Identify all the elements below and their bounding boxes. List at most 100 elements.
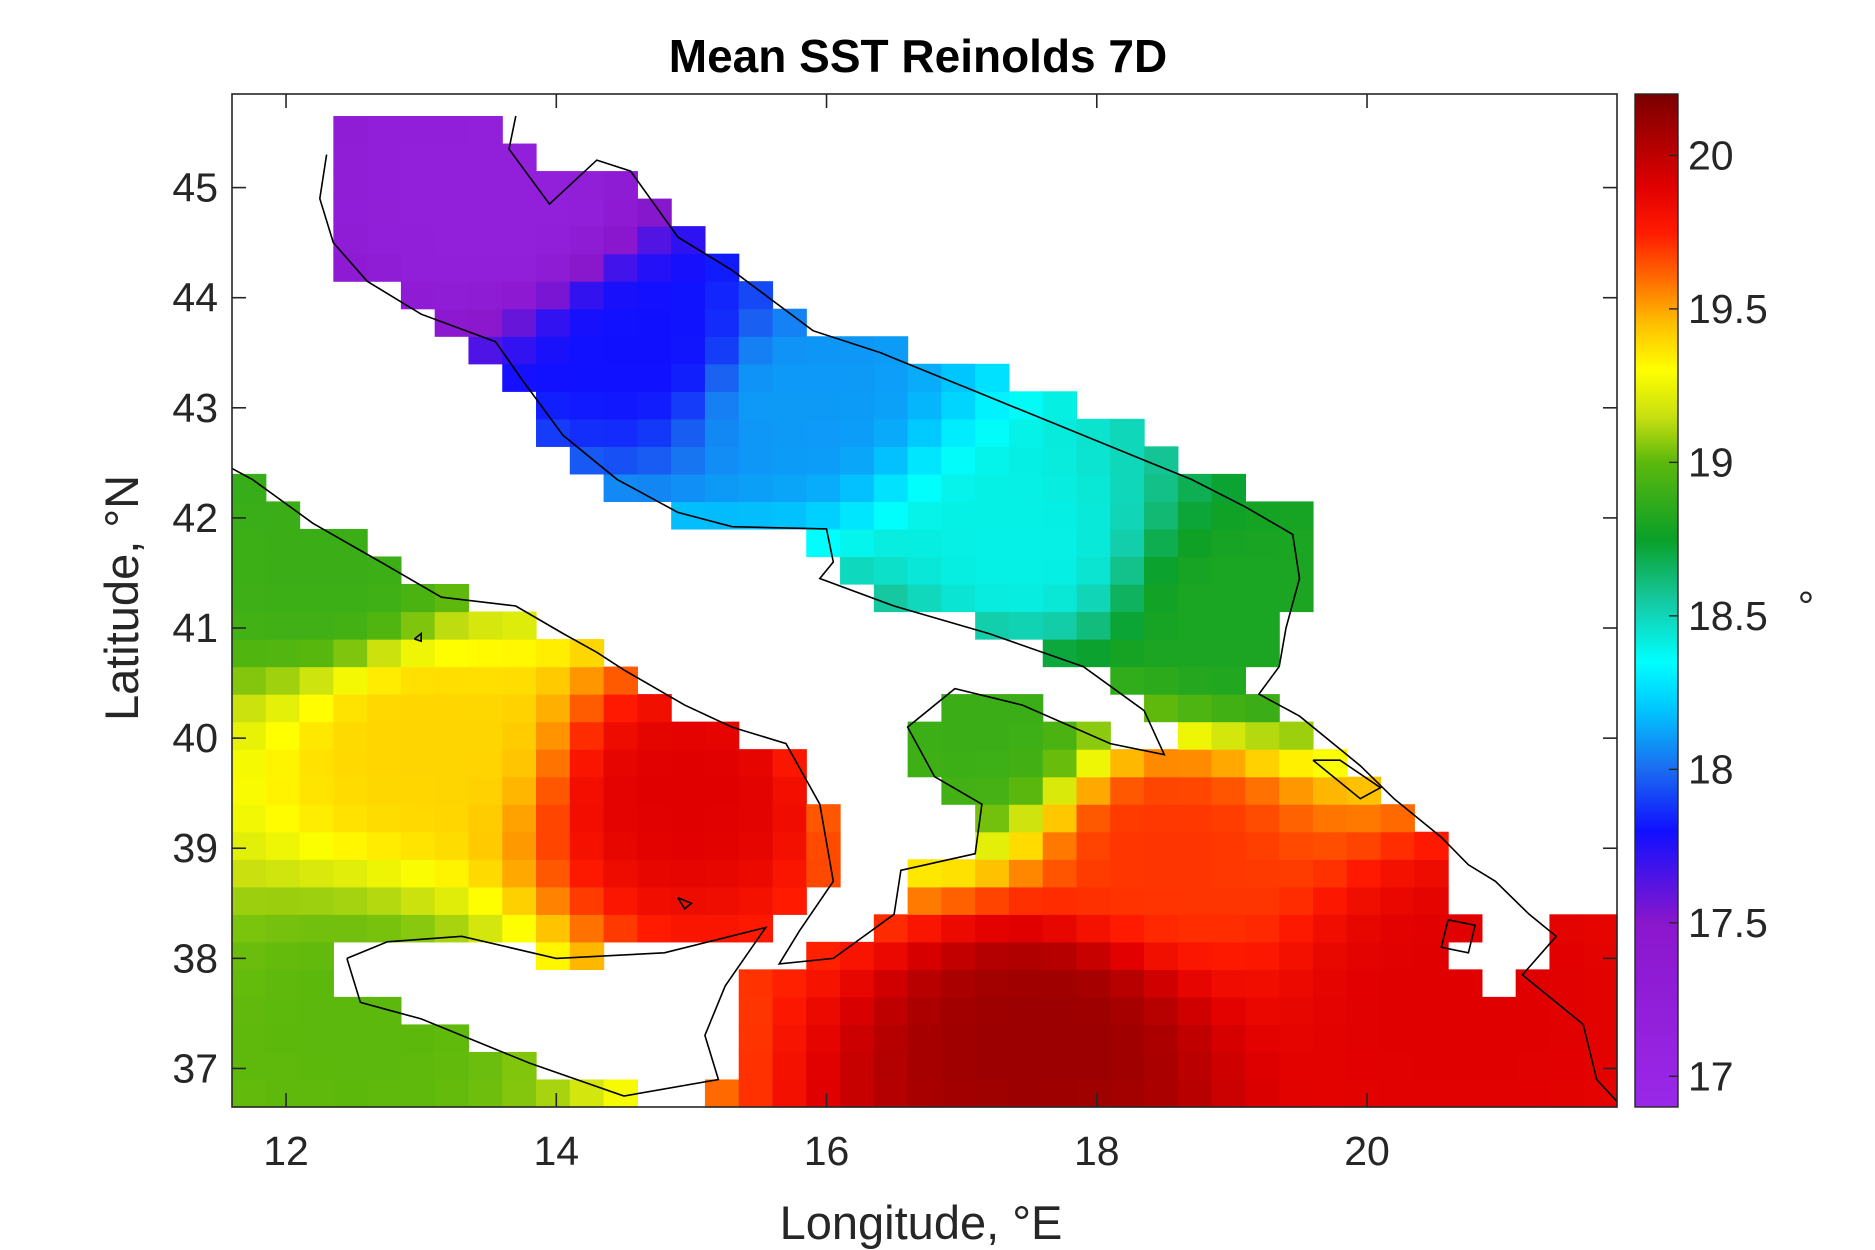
sst-cell [704, 473, 740, 503]
sst-cell [1008, 886, 1044, 915]
colorbar-ticks: 17 17.5 18 18.5 19 19.5 20 [1669, 132, 1768, 1099]
sst-cell [265, 1051, 301, 1081]
sst-cell [772, 749, 807, 778]
sst-cell [569, 776, 605, 805]
sst-cell [1211, 886, 1247, 915]
sst-cell [1144, 473, 1179, 503]
sst-cell [1042, 996, 1078, 1026]
sst-cell [1346, 804, 1382, 833]
sst-cell [738, 473, 774, 503]
sst-cell [1076, 859, 1111, 888]
sst-cell [840, 1051, 875, 1081]
sst-cell [232, 694, 267, 723]
sst-cell [299, 914, 334, 943]
sst-cell [941, 473, 976, 503]
sst-cell [1279, 941, 1314, 970]
sst-cell [468, 776, 503, 805]
sst-cell [536, 776, 571, 805]
sst-cell [1245, 859, 1280, 888]
sst-cell [1346, 941, 1382, 970]
sst-cell [400, 694, 436, 723]
sst-cell [1279, 528, 1314, 558]
sst-cell [1380, 914, 1415, 943]
sst-cell [975, 996, 1010, 1026]
sst-cell [1177, 804, 1213, 833]
sst-cell [1177, 666, 1213, 695]
sst-cell [840, 941, 875, 970]
sst-cell [468, 639, 503, 668]
sst-cell [502, 308, 537, 337]
sst-cell [738, 501, 774, 530]
sst-cell [907, 859, 942, 888]
sst-cell [1549, 941, 1584, 970]
sst-cell [1076, 473, 1111, 503]
sst-cell [434, 749, 470, 778]
sst-cell [333, 1024, 368, 1053]
sst-cell [1312, 941, 1348, 970]
sst-cell [1245, 501, 1280, 530]
sst-cell [400, 226, 436, 255]
sst-cell [367, 1051, 402, 1081]
sst-cell [671, 308, 706, 337]
sst-cell [400, 721, 436, 750]
sst-cell [1312, 859, 1348, 888]
sst-cell [772, 831, 807, 860]
sst-cell [434, 116, 470, 145]
sst-cell [1144, 941, 1179, 970]
sst-cell [704, 804, 740, 833]
sst-cell [1144, 776, 1179, 805]
sst-cell [1110, 446, 1145, 475]
sst-cell [502, 776, 537, 805]
sst-cell [1245, 804, 1280, 833]
sst-cell [603, 831, 638, 860]
sst-cell [1144, 694, 1179, 723]
sst-cell [468, 198, 503, 227]
sst-cell [1042, 914, 1078, 943]
sst-cell [400, 1024, 436, 1053]
sst-cell [1110, 886, 1145, 915]
sst-cell [1177, 1051, 1213, 1081]
sst-cell [502, 363, 537, 392]
colorbar-tick-label: 17 [1688, 1053, 1734, 1099]
sst-cell [400, 666, 436, 695]
sst-cell [1076, 556, 1111, 585]
sst-cell [975, 859, 1010, 888]
sst-cell [1144, 1079, 1179, 1108]
sst-cell [1110, 501, 1145, 530]
sst-cell [1414, 941, 1449, 970]
sst-cell [975, 914, 1010, 943]
sst-cell [840, 528, 875, 558]
sst-cell [1245, 583, 1280, 613]
sst-cell [536, 886, 571, 915]
sst-cell [1481, 996, 1517, 1026]
sst-cell [1448, 996, 1483, 1026]
sst-cell [1245, 969, 1280, 998]
sst-cell [434, 666, 470, 695]
sst-cell [569, 253, 605, 282]
sst-cell [1042, 831, 1078, 860]
sst-cell [671, 281, 706, 310]
sst-cell [468, 914, 503, 943]
sst-cell [806, 1024, 841, 1053]
sst-cell [1042, 1024, 1078, 1053]
sst-cell [1414, 969, 1449, 998]
sst-cell [232, 969, 267, 998]
sst-cell [975, 1024, 1010, 1053]
sst-cell [536, 666, 571, 695]
sst-cell [569, 804, 605, 833]
sst-cell [1144, 501, 1179, 530]
sst-cell [1076, 831, 1111, 860]
sst-cell [603, 859, 638, 888]
sst-cell [367, 1079, 402, 1108]
sst-cell [1312, 776, 1348, 805]
sst-cell [1211, 941, 1247, 970]
coastline-segment [231, 154, 1166, 965]
sst-cell [1211, 473, 1247, 503]
sst-cell [367, 859, 402, 888]
sst-cell [265, 501, 301, 530]
sst-cell [840, 996, 875, 1026]
sst-cell [1279, 914, 1314, 943]
sst-cell [1312, 831, 1348, 860]
sst-cell [1008, 694, 1044, 723]
sst-cell [1448, 1051, 1483, 1081]
